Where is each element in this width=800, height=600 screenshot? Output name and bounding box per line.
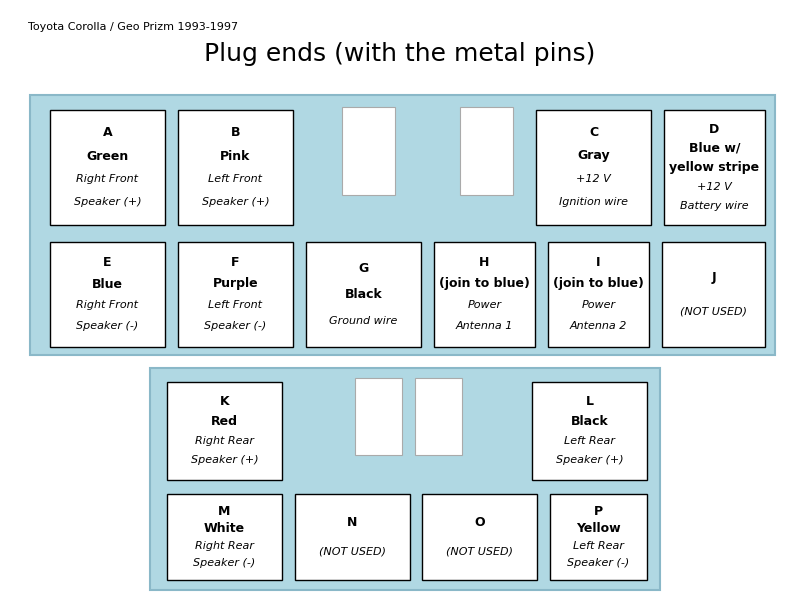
Text: G: G <box>358 262 369 275</box>
Text: Plug ends (with the metal pins): Plug ends (with the metal pins) <box>204 42 596 66</box>
Text: Green: Green <box>86 149 129 163</box>
Text: Speaker (-): Speaker (-) <box>194 558 256 568</box>
Bar <box>178 110 293 225</box>
Text: Power: Power <box>467 300 502 310</box>
Text: E: E <box>103 257 112 269</box>
Text: Speaker (-): Speaker (-) <box>76 321 138 331</box>
Text: C: C <box>589 127 598 139</box>
Text: Toyota Corolla / Geo Prizm 1993-1997: Toyota Corolla / Geo Prizm 1993-1997 <box>28 22 238 32</box>
Text: J: J <box>711 271 716 283</box>
Bar <box>664 110 765 225</box>
Bar <box>415 378 462 455</box>
Text: Blue w/: Blue w/ <box>689 142 740 155</box>
Text: H: H <box>479 257 490 269</box>
Text: B: B <box>230 127 240 139</box>
Bar <box>30 95 775 355</box>
Bar <box>532 382 647 480</box>
Text: Left Front: Left Front <box>209 300 262 310</box>
Bar <box>167 494 282 580</box>
Text: Black: Black <box>345 288 382 301</box>
Text: P: P <box>594 505 603 518</box>
Bar <box>178 242 293 347</box>
Text: Speaker (+): Speaker (+) <box>74 197 142 207</box>
Text: Speaker (+): Speaker (+) <box>190 455 258 466</box>
Text: Speaker (-): Speaker (-) <box>567 558 630 568</box>
Text: I: I <box>596 257 601 269</box>
Text: Antenna 1: Antenna 1 <box>456 321 513 331</box>
Text: K: K <box>220 395 230 408</box>
Text: (join to blue): (join to blue) <box>553 277 644 290</box>
Text: (NOT USED): (NOT USED) <box>446 547 513 556</box>
Bar <box>50 242 165 347</box>
Bar <box>662 242 765 347</box>
Text: +12 V: +12 V <box>576 174 611 184</box>
Bar <box>150 368 660 590</box>
Text: Speaker (+): Speaker (+) <box>556 455 623 466</box>
Text: Speaker (-): Speaker (-) <box>204 321 266 331</box>
Text: (NOT USED): (NOT USED) <box>319 547 386 556</box>
Text: Yellow: Yellow <box>576 522 621 535</box>
Text: Left Rear: Left Rear <box>564 436 615 446</box>
Text: Power: Power <box>582 300 615 310</box>
Text: L: L <box>586 395 594 408</box>
Text: F: F <box>231 257 240 269</box>
Text: M: M <box>218 505 230 518</box>
Text: Purple: Purple <box>213 277 258 290</box>
Text: Left Front: Left Front <box>209 174 262 184</box>
Text: A: A <box>102 127 112 139</box>
Text: White: White <box>204 522 245 535</box>
Bar <box>355 378 402 455</box>
Bar <box>167 382 282 480</box>
Text: Right Front: Right Front <box>77 300 138 310</box>
Text: Black: Black <box>570 415 608 428</box>
Bar <box>434 242 535 347</box>
Bar <box>50 110 165 225</box>
Text: Battery wire: Battery wire <box>680 201 749 211</box>
Text: Red: Red <box>211 415 238 428</box>
Bar <box>342 107 395 195</box>
Text: Right Rear: Right Rear <box>195 541 254 551</box>
Text: +12 V: +12 V <box>697 182 732 191</box>
Text: Right Rear: Right Rear <box>195 436 254 446</box>
Bar <box>548 242 649 347</box>
Text: Antenna 2: Antenna 2 <box>570 321 627 331</box>
Text: (NOT USED): (NOT USED) <box>680 307 747 317</box>
Text: Right Front: Right Front <box>77 174 138 184</box>
Text: (join to blue): (join to blue) <box>439 277 530 290</box>
Text: yellow stripe: yellow stripe <box>670 161 759 174</box>
Bar <box>306 242 421 347</box>
Text: Pink: Pink <box>220 149 250 163</box>
Text: O: O <box>474 516 485 529</box>
Text: D: D <box>710 122 720 136</box>
Text: Speaker (+): Speaker (+) <box>202 197 270 207</box>
Bar <box>422 494 537 580</box>
Bar <box>460 107 513 195</box>
Text: Ground wire: Ground wire <box>330 316 398 326</box>
Text: Ignition wire: Ignition wire <box>559 197 628 207</box>
Bar <box>536 110 651 225</box>
Text: Blue: Blue <box>92 277 123 290</box>
Bar <box>550 494 647 580</box>
Text: Left Rear: Left Rear <box>573 541 624 551</box>
Bar <box>295 494 410 580</box>
Text: Gray: Gray <box>577 149 610 163</box>
Text: N: N <box>347 516 358 529</box>
